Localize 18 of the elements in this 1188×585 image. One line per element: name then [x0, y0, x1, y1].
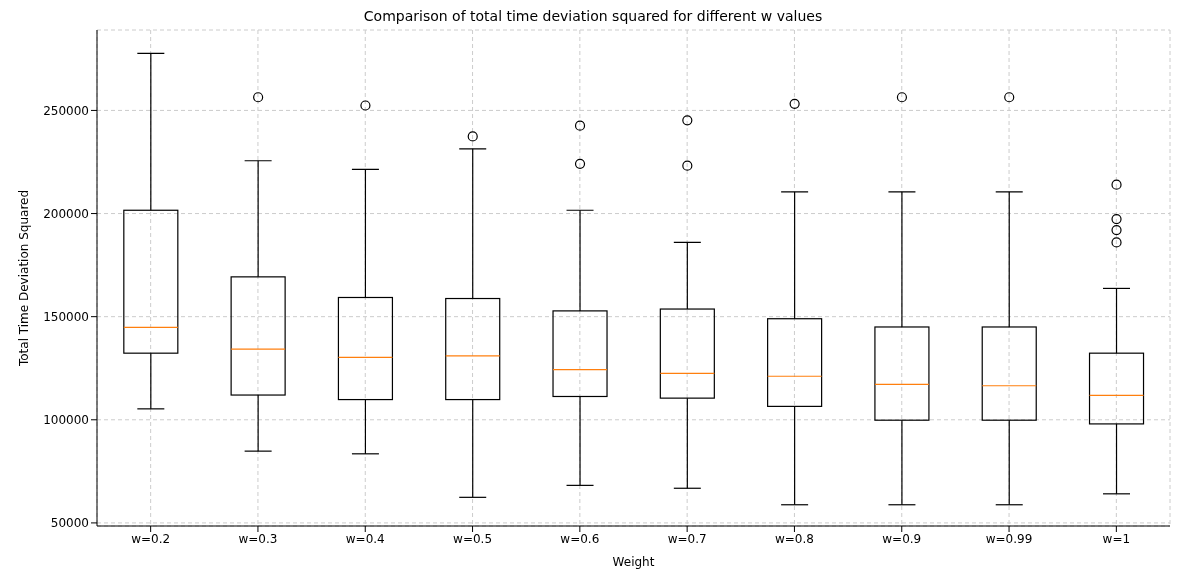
x-tick-label: w=0.99 [985, 531, 1033, 546]
y-axis-title: Total Time Deviation Squared [17, 189, 32, 368]
y-tick-label: 250000 [43, 103, 89, 118]
y-tick-label: 50000 [50, 516, 89, 531]
y-tick-label: 100000 [43, 413, 89, 428]
x-tick-label: w=1 [1102, 531, 1131, 546]
y-tick-label: 200000 [43, 206, 89, 221]
x-tick-label: w=0.4 [345, 531, 385, 546]
x-tick-label: w=0.5 [453, 531, 493, 546]
chart-title: Comparison of total time deviation squared for different w values [362, 8, 824, 24]
x-tick-label: w=0.2 [131, 531, 171, 546]
x-axis-title: Weight [612, 555, 655, 569]
x-tick-label: w=0.7 [667, 531, 707, 546]
x-tick-label: w=0.8 [774, 531, 814, 546]
x-tick-label: w=0.6 [560, 531, 600, 546]
y-tick-label: 150000 [43, 309, 89, 324]
x-tick-label: w=0.9 [882, 531, 922, 546]
x-tick-label: w=0.3 [238, 531, 278, 546]
